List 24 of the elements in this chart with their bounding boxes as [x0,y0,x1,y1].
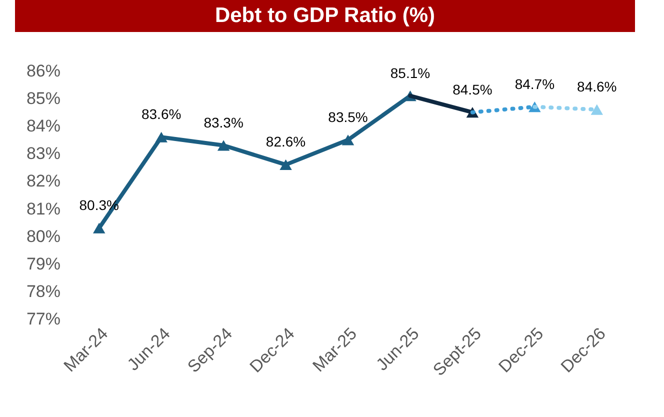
y-tick-label: 83% [26,144,60,164]
y-tick-label: 81% [26,199,60,218]
point [217,140,230,151]
data-label: 85.1% [390,64,430,81]
data-label: 84.6% [577,78,617,95]
chart-title: Debt to GDP Ratio (%) [15,0,635,32]
y-tick-label: 80% [26,226,60,246]
y-tick-label: 82% [26,172,60,191]
y-tick-label: 78% [26,282,60,301]
data-label: 82.6% [266,134,306,150]
y-tick-label: 79% [26,254,60,274]
y-tick-label: 85% [26,89,60,108]
data-label: 83.6% [141,106,182,122]
y-tick-label: 86% [26,62,60,80]
point [342,134,354,146]
point [155,132,168,142]
data-label: 84.7% [514,76,555,92]
y-tick-label: 84% [26,116,60,136]
data-label: 83.3% [204,114,244,130]
data-label: 83.5% [328,108,368,125]
y-tick-label: 77% [26,310,60,328]
point [280,159,292,170]
data-label: 84.5% [452,81,492,98]
point [92,222,106,234]
